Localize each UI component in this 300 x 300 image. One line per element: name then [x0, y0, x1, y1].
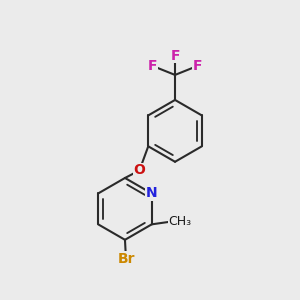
- Text: F: F: [170, 49, 180, 63]
- Text: F: F: [192, 59, 202, 73]
- Text: CH₃: CH₃: [168, 215, 191, 228]
- Text: F: F: [148, 59, 158, 73]
- Text: O: O: [134, 164, 146, 178]
- Text: Br: Br: [118, 252, 135, 266]
- Text: N: N: [146, 186, 158, 200]
